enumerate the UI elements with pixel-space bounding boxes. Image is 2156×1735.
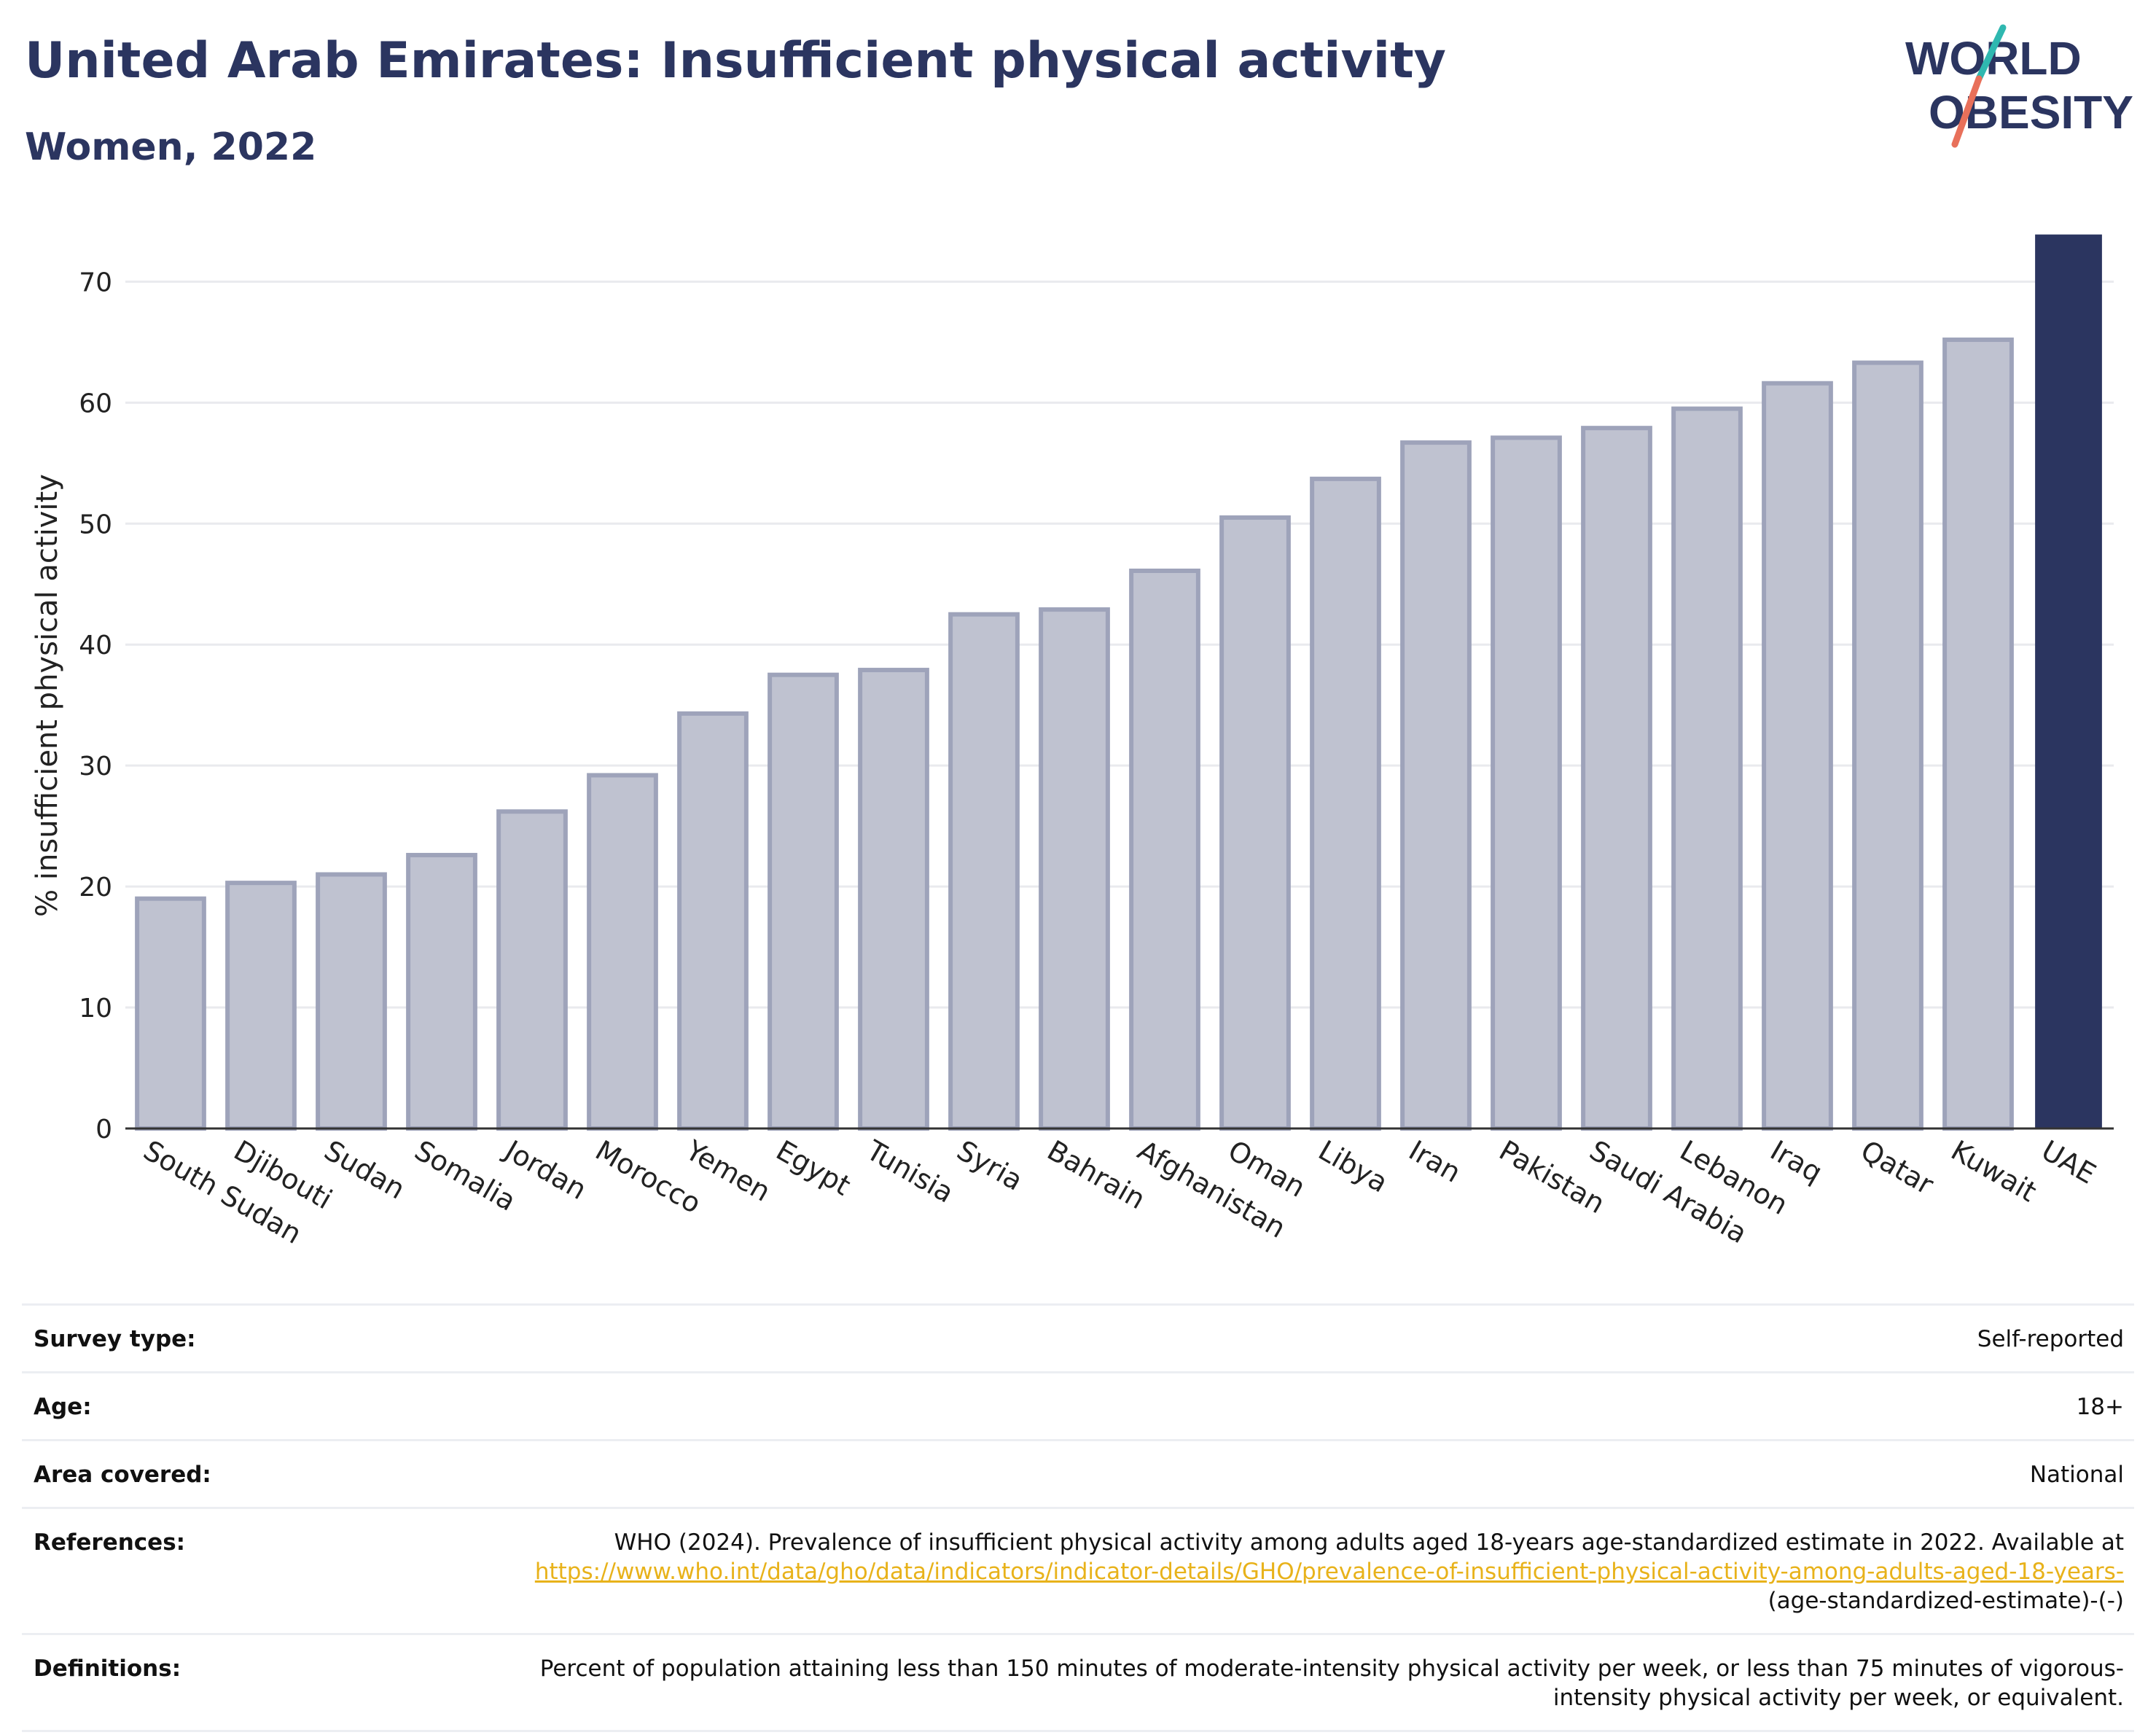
x-tick-label: Bahrain — [1042, 1134, 1151, 1216]
x-tick-label: Kuwait — [1946, 1134, 2042, 1209]
bar-chart: 0 10 20 30 40 50 60 70 South SudanDjiboutiSudan… — [31, 234, 2114, 1250]
logo-slash-teal — [1975, 24, 2007, 82]
bar-yemen — [677, 711, 749, 1131]
bar-pakistan — [1491, 435, 1562, 1131]
bar-jordan — [496, 809, 568, 1131]
references-value: WHO (2024). Prevalence of insufficient p… — [491, 1528, 2124, 1615]
y-tick-label: 20 — [79, 873, 112, 902]
x-tick-label: UAE — [2036, 1134, 2101, 1190]
definitions-value: Percent of population attaining less tha… — [539, 1656, 2124, 1711]
y-axis-ticks: 0 10 20 30 40 50 60 70 — [79, 268, 112, 1145]
references-tail: (age-standardized-estimate)-(-) — [1768, 1588, 2124, 1614]
page-title: United Arab Emirates: Insufficient physi… — [25, 32, 1446, 90]
bar-sudan — [316, 872, 387, 1131]
info-row-references: References: WHO (2024). Prevalence of in… — [22, 1509, 2134, 1635]
y-tick-label: 60 — [79, 389, 112, 418]
references-link[interactable]: https://www.who.int/data/gho/data/indica… — [534, 1559, 2124, 1585]
bar-libya — [1310, 476, 1381, 1131]
bar-iran — [1400, 440, 1472, 1131]
y-tick-label: 0 — [95, 1115, 112, 1145]
age-value: 18+ — [2076, 1394, 2124, 1420]
references-text: WHO (2024). Prevalence of insufficient p… — [614, 1529, 2124, 1556]
bar-oman — [1219, 515, 1291, 1131]
bar-somalia — [406, 852, 477, 1131]
logo-slash-coral — [1951, 75, 1983, 148]
area-label: Area covered: — [34, 1462, 211, 1488]
references-label: References: — [34, 1529, 186, 1556]
info-row-definitions: Definitions: Percent of population attai… — [22, 1635, 2134, 1732]
bar-afghanistan — [1129, 568, 1200, 1131]
area-value: National — [2029, 1462, 2124, 1488]
bar-uae — [2035, 234, 2102, 1129]
bar-saudi-arabia — [1581, 426, 1652, 1131]
x-axis-ticks: South SudanDjiboutiSudanSomaliaJordanMor… — [138, 1134, 2101, 1250]
bar-morocco — [587, 773, 658, 1131]
bar-tunisia — [858, 668, 929, 1131]
x-tick-label: Syria — [952, 1134, 1028, 1197]
bars — [135, 234, 2102, 1131]
page-subtitle: Women, 2022 — [25, 125, 317, 169]
x-tick-label: Egypt — [771, 1134, 856, 1202]
x-tick-label: Iran — [1404, 1134, 1466, 1189]
x-tick-label: Tunisia — [861, 1134, 959, 1209]
y-tick-label: 50 — [79, 510, 112, 539]
x-tick-label: Somalia — [410, 1134, 522, 1217]
bar-iraq — [1762, 381, 1833, 1131]
world-obesity-logo: WORLD OBESITY — [1905, 24, 2133, 148]
age-label: Age: — [34, 1394, 92, 1420]
bar-egypt — [768, 672, 839, 1131]
bar-south-sudan — [135, 896, 206, 1131]
bar-qatar — [1852, 360, 1923, 1131]
survey-type-value: Self-reported — [1977, 1326, 2124, 1352]
y-tick-label: 70 — [79, 268, 112, 297]
info-table: Survey type: Self-reported Age: 18+ Area… — [22, 1303, 2134, 1732]
y-tick-label: 30 — [79, 752, 112, 781]
definitions-label: Definitions: — [34, 1656, 181, 1682]
info-row-age: Age: 18+ — [22, 1373, 2134, 1441]
x-tick-label: Iraq — [1765, 1134, 1828, 1189]
y-tick-label: 10 — [79, 994, 112, 1024]
y-tick-label: 40 — [79, 631, 112, 660]
bar-kuwait — [1942, 338, 2014, 1131]
bar-lebanon — [1671, 406, 1743, 1131]
survey-type-label: Survey type: — [34, 1326, 196, 1352]
info-row-survey-type: Survey type: Self-reported — [22, 1306, 2134, 1373]
bar-djibouti — [225, 881, 297, 1131]
bar-syria — [948, 612, 1020, 1131]
bar-bahrain — [1039, 607, 1110, 1131]
info-row-area: Area covered: National — [22, 1441, 2134, 1509]
x-tick-label: Libya — [1313, 1134, 1394, 1199]
y-axis-label: % insufficient physical activity — [31, 474, 64, 917]
x-tick-label: Qatar — [1856, 1134, 1940, 1201]
